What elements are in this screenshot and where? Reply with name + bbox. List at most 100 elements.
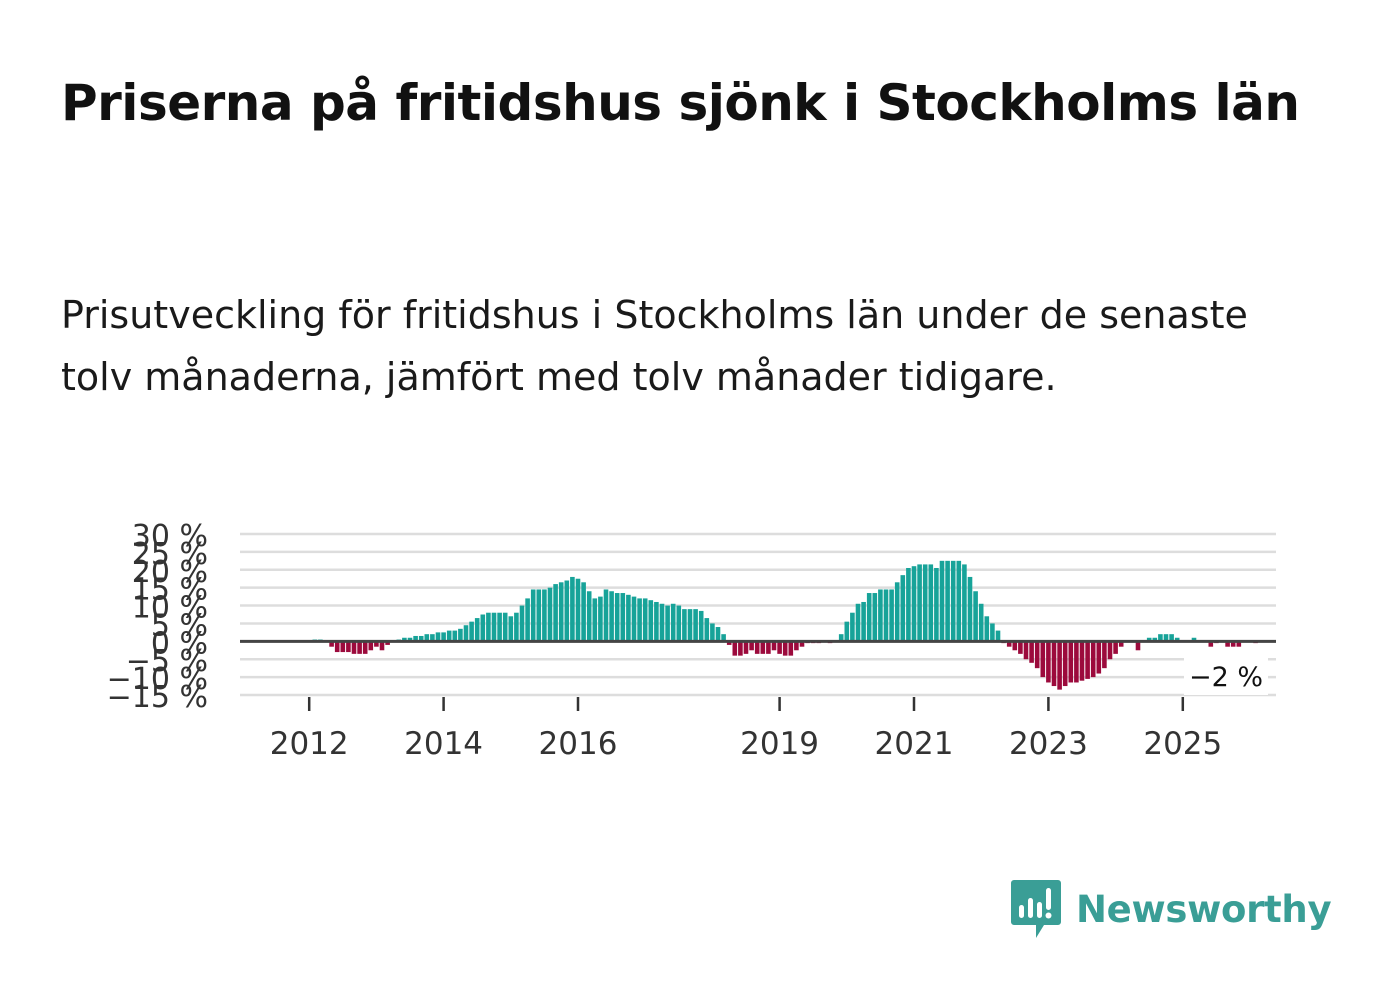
bar: [648, 600, 654, 642]
bar: [418, 635, 424, 642]
last-value-label-background: [1184, 657, 1268, 695]
bar: [586, 591, 592, 642]
bar: [340, 641, 346, 653]
x-tick-label: 2012: [270, 726, 349, 762]
bar: [346, 641, 351, 653]
bar: [1051, 641, 1057, 687]
bar: [704, 618, 710, 642]
bar: [1107, 641, 1113, 660]
x-axis: 2012 2014 2016 2019 2021 2023 2025: [270, 697, 1222, 762]
bar: [1236, 641, 1242, 647]
bar: [1079, 641, 1085, 681]
bar: [682, 609, 687, 642]
bar: [866, 593, 872, 642]
grid-lines: [240, 532, 1276, 697]
bar: [973, 591, 978, 642]
bar: [1074, 641, 1079, 683]
bar: [368, 641, 374, 651]
bar: [626, 594, 631, 642]
bar: [939, 560, 945, 642]
bar: [558, 582, 564, 642]
y-tick-label: 0 %: [151, 626, 208, 661]
y-tick-label: −5 %: [126, 644, 208, 679]
bar: [726, 641, 732, 645]
bar: [654, 601, 659, 642]
y-tick-label: −10 %: [107, 662, 208, 697]
bar: [497, 612, 502, 642]
bar: [631, 596, 637, 642]
bar: [950, 560, 956, 642]
bar: [1012, 641, 1018, 651]
bar: [379, 641, 385, 651]
bar: [525, 598, 530, 642]
y-tick-label: 30 %: [132, 519, 208, 554]
bar: [928, 564, 934, 642]
x-tick-label: 2019: [740, 726, 819, 762]
bar: [1057, 641, 1062, 690]
bar: [474, 618, 480, 642]
bar: [592, 598, 598, 642]
bar: [760, 641, 766, 654]
bar: [738, 641, 743, 656]
bar: [469, 621, 474, 642]
bar: [956, 560, 962, 642]
bar: [1146, 637, 1152, 642]
bar: [637, 598, 642, 642]
bar: [1023, 641, 1029, 660]
bar: [486, 612, 491, 642]
bar: [945, 560, 950, 642]
bar: [659, 603, 665, 642]
bar: [362, 641, 368, 654]
bar: [1225, 641, 1230, 647]
bar: [872, 593, 878, 642]
bar: [861, 601, 866, 642]
bar: [878, 589, 883, 642]
bar: [967, 576, 973, 642]
bar: [743, 641, 749, 654]
bar: [452, 630, 458, 642]
bar: [794, 641, 799, 651]
bar: [480, 614, 486, 642]
bar: [788, 641, 794, 656]
bar: [1062, 641, 1068, 687]
x-tick-label: 2021: [875, 726, 954, 762]
bar: [1085, 641, 1090, 679]
bar: [1118, 641, 1124, 647]
bar: [1068, 641, 1074, 683]
y-tick-label: −15 %: [107, 680, 208, 715]
bar: [990, 623, 995, 642]
bar: [1152, 637, 1158, 642]
bar: [978, 603, 984, 642]
bar: [911, 566, 917, 642]
bar: [564, 580, 570, 642]
bar: [530, 589, 536, 642]
bar: [1113, 641, 1118, 654]
bar: [850, 612, 855, 642]
last-value-label: −2 %: [1189, 662, 1263, 693]
bar: [502, 612, 508, 642]
bar: [1230, 641, 1236, 647]
bar: [1006, 641, 1012, 647]
chart-title: Priserna på fritidshus sjönk i Stockholm…: [61, 74, 1300, 132]
bar: [1191, 637, 1197, 642]
bar: [1040, 641, 1046, 678]
x-tick-label: 2016: [539, 726, 618, 762]
x-tick-label: 2025: [1143, 726, 1222, 762]
bar: [838, 634, 844, 642]
bar: [1029, 641, 1034, 663]
bar: [446, 630, 452, 642]
bar: [1169, 634, 1174, 642]
bar: [424, 634, 430, 642]
bar: [547, 587, 553, 642]
bar: [995, 630, 1001, 642]
bar: [721, 634, 726, 642]
bar: [519, 605, 525, 642]
bar: [609, 591, 614, 642]
bar: [514, 612, 519, 642]
bar: [1163, 634, 1169, 642]
bar: [782, 641, 788, 656]
bar: [435, 632, 441, 642]
bar: [1158, 634, 1163, 642]
y-tick-label: 15 %: [132, 573, 208, 608]
